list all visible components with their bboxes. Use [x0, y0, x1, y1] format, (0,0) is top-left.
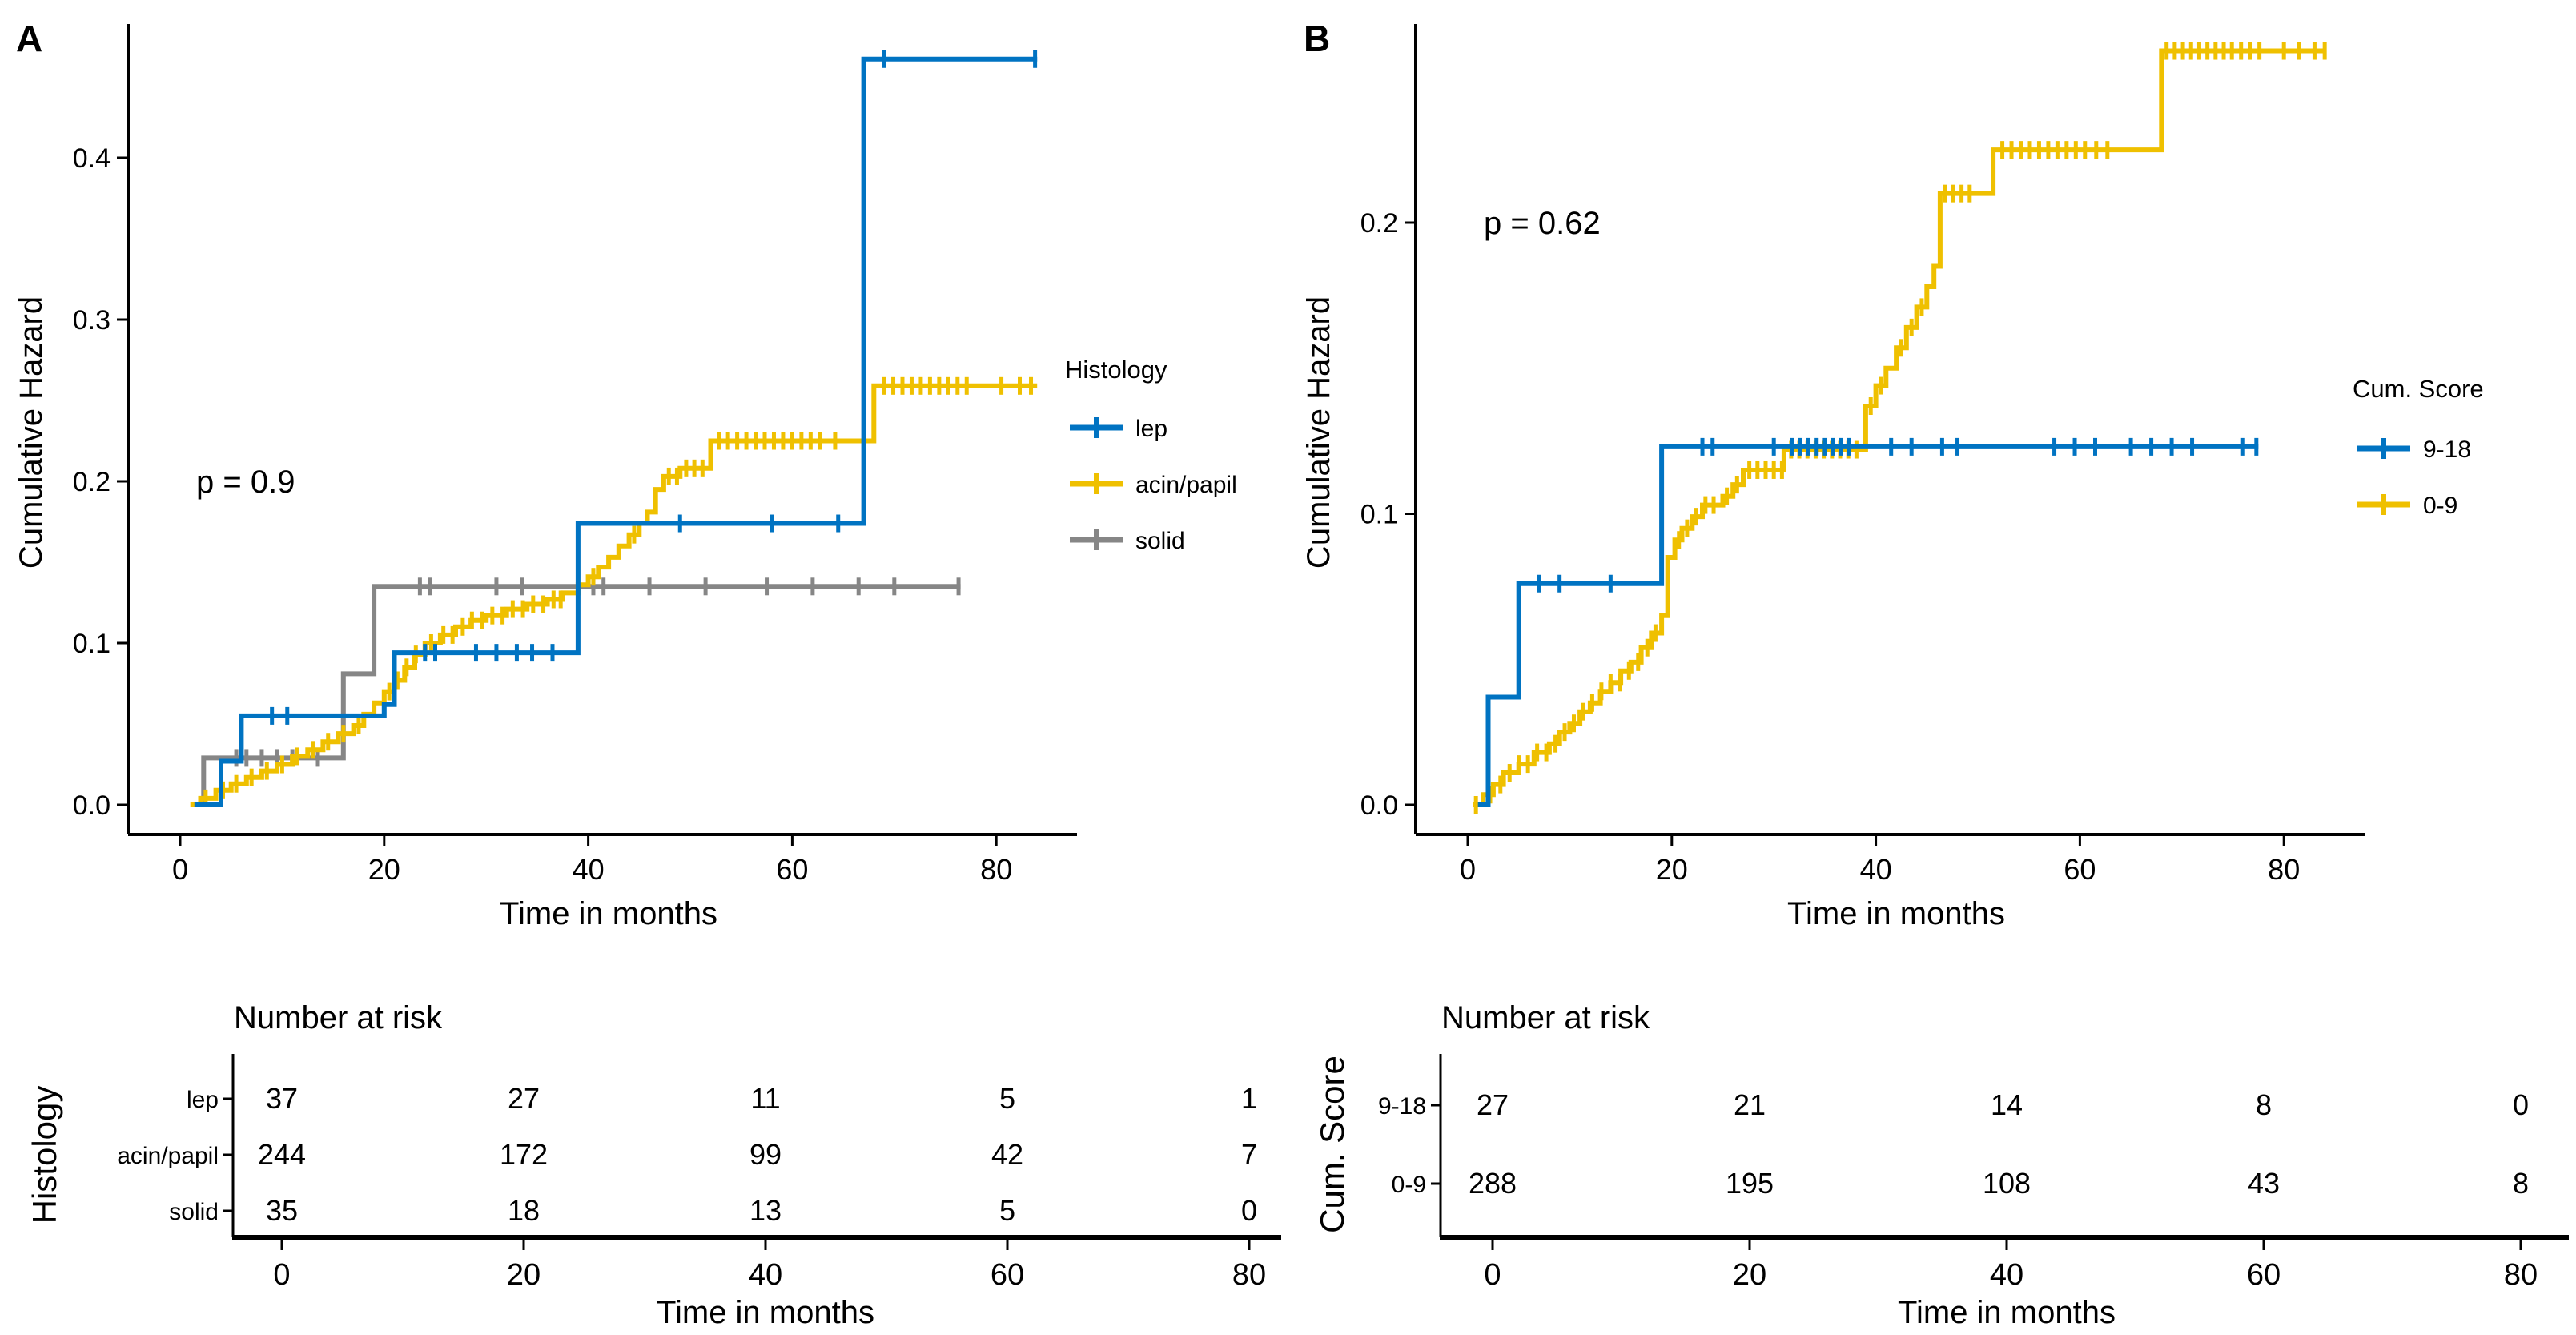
curve-lep [194, 50, 1038, 807]
risk-count-value: 0 [1241, 1194, 1257, 1227]
x-tick-label: 60 [2064, 853, 2096, 886]
risk-count-value: 1 [1241, 1082, 1257, 1115]
risk-count-value: 7 [1241, 1138, 1257, 1171]
risk-table: Number at risk Histology lep 37 27 11 5 1 acin/p… [26, 1000, 1281, 1330]
legend-item-label: lep [1135, 416, 1167, 442]
legend: Histology lep acin/papil solid [1065, 356, 1237, 554]
legend-item-label: acin/papil [1135, 472, 1237, 498]
risk-count-value: 35 [266, 1194, 298, 1227]
risk-row-label: acin/papil [117, 1143, 219, 1169]
panel-label: B [1304, 18, 1330, 59]
panel-a: A 0.0 0.1 0.2 0.3 0.4 0 20 40 60 80 Time in months C… [14, 18, 1281, 1330]
survival-step-line [194, 56, 1038, 807]
legend: Cum. Score 9-18 0-9 [2353, 375, 2484, 519]
x-tick-label: 20 [368, 853, 400, 886]
x-tick-label: 0 [172, 853, 188, 886]
survival-step-line [1477, 444, 2259, 807]
risk-x-axis-title: Time in months [1898, 1295, 2116, 1330]
risk-x-tick-label: 60 [2247, 1258, 2281, 1292]
risk-count-value: 0 [2513, 1088, 2529, 1121]
risk-count-value: 172 [500, 1138, 548, 1171]
risk-count-value: 108 [1983, 1167, 2031, 1200]
risk-count-value: 18 [508, 1194, 540, 1227]
x-axis-title: Time in months [500, 896, 717, 931]
y-tick-label: 0.0 [1360, 790, 1398, 821]
risk-table-group-label: Cum. Score [1313, 1056, 1351, 1233]
y-tick-label: 0.4 [73, 143, 111, 174]
risk-x-tick-label: 20 [1733, 1258, 1766, 1292]
legend-item-label: 0-9 [2423, 493, 2457, 519]
axes: 0.0 0.1 0.2 0 20 40 60 80 [1360, 24, 2365, 886]
x-tick-label: 80 [980, 853, 1012, 886]
x-tick-label: 40 [573, 853, 605, 886]
legend-title: Cum. Score [2353, 375, 2484, 403]
panel-label: A [16, 18, 42, 59]
curve-acin-papil [190, 376, 1038, 807]
legend-title: Histology [1065, 356, 1167, 384]
cumulative-hazard-chart-a: A 0.0 0.1 0.2 0.3 0.4 0 20 40 60 80 Time in months C… [14, 18, 1281, 1330]
x-axis-title: Time in months [1787, 896, 2005, 931]
risk-count-value: 288 [1469, 1167, 1517, 1200]
x-tick-label: 40 [1860, 853, 1892, 886]
risk-count-value: 27 [1477, 1088, 1509, 1121]
risk-row-label: 0-9 [1392, 1172, 1426, 1198]
risk-row-label: lep [187, 1087, 219, 1113]
curve-0-9 [1473, 42, 2327, 814]
risk-count-value: 13 [749, 1194, 782, 1227]
risk-x-tick-label: 40 [1990, 1258, 2023, 1292]
p-value-label: p = 0.62 [1484, 206, 1601, 241]
y-tick-label: 0.2 [73, 467, 111, 497]
x-tick-label: 80 [2268, 853, 2300, 886]
risk-x-tick-label: 40 [749, 1258, 782, 1292]
y-tick-label: 0.3 [73, 305, 111, 336]
risk-count-value: 27 [508, 1082, 540, 1115]
risk-count-value: 8 [2256, 1088, 2272, 1121]
y-axis-title: Cumulative Hazard [14, 296, 49, 569]
risk-count-value: 42 [991, 1138, 1023, 1171]
axes: 0.0 0.1 0.2 0.3 0.4 0 20 40 60 80 [73, 24, 1077, 886]
p-value-label: p = 0.9 [196, 464, 295, 500]
risk-x-tick-label: 60 [991, 1258, 1024, 1292]
curve-9-18 [1477, 437, 2259, 807]
y-tick-label: 0.1 [73, 629, 111, 659]
y-tick-label: 0.0 [73, 790, 111, 821]
risk-x-tick-label: 0 [273, 1258, 290, 1292]
risk-row-label: solid [169, 1199, 219, 1225]
risk-count-value: 5 [999, 1194, 1015, 1227]
risk-count-value: 21 [1734, 1088, 1766, 1121]
risk-count-value: 14 [1991, 1088, 2023, 1121]
survival-step-line [190, 383, 1038, 807]
risk-table-title: Number at risk [234, 1000, 443, 1035]
risk-table-title: Number at risk [1441, 1000, 1650, 1035]
risk-count-value: 8 [2513, 1167, 2529, 1200]
risk-row-label: 9-18 [1378, 1093, 1426, 1120]
risk-x-axis-title: Time in months [657, 1295, 874, 1330]
x-tick-label: 20 [1656, 853, 1688, 886]
y-tick-label: 0.2 [1360, 208, 1398, 239]
risk-count-value: 37 [266, 1082, 298, 1115]
y-tick-label: 0.1 [1360, 500, 1398, 530]
risk-count-value: 99 [749, 1138, 782, 1171]
risk-count-value: 43 [2248, 1167, 2280, 1200]
x-tick-label: 0 [1460, 853, 1476, 886]
risk-x-tick-label: 20 [507, 1258, 541, 1292]
legend-item-label: 9-18 [2423, 436, 2471, 463]
risk-count-value: 195 [1726, 1167, 1774, 1200]
y-axis-title: Cumulative Hazard [1301, 296, 1336, 569]
legend-item-label: solid [1135, 528, 1185, 554]
panel-b: B 0.0 0.1 0.2 0 20 40 60 80 Time in months Cumulat… [1288, 0, 2575, 1335]
x-tick-label: 60 [776, 853, 808, 886]
risk-x-tick-label: 80 [1232, 1258, 1266, 1292]
risk-count-value: 5 [999, 1082, 1015, 1115]
risk-count-value: 244 [258, 1138, 306, 1171]
risk-table-group-label: Histology [26, 1086, 63, 1224]
risk-count-value: 11 [750, 1082, 780, 1115]
risk-x-tick-label: 80 [2504, 1258, 2538, 1292]
risk-x-tick-label: 0 [1484, 1258, 1501, 1292]
